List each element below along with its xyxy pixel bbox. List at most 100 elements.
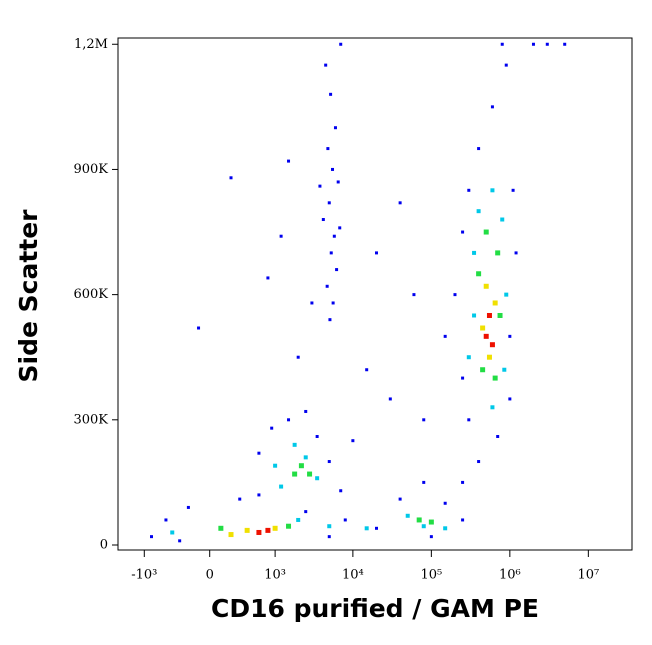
point <box>486 354 492 360</box>
x-tick-label: 10³ <box>264 568 286 583</box>
point <box>490 188 495 193</box>
point <box>304 409 308 413</box>
point <box>150 535 154 539</box>
point <box>315 435 319 439</box>
point <box>492 375 498 381</box>
point <box>461 230 465 234</box>
point <box>489 342 495 348</box>
point <box>329 92 333 96</box>
point <box>477 147 481 151</box>
point <box>467 188 471 192</box>
point <box>321 218 325 222</box>
point <box>265 527 271 533</box>
point <box>327 524 332 529</box>
point <box>545 42 549 46</box>
x-tick-label: 10⁷ <box>577 568 599 583</box>
point <box>443 334 447 338</box>
point <box>257 493 261 497</box>
point <box>343 518 347 522</box>
y-tick-label: 300K <box>73 412 108 427</box>
point <box>508 397 512 401</box>
point <box>238 497 242 501</box>
point <box>364 526 369 531</box>
point <box>453 293 457 297</box>
point <box>272 525 278 531</box>
x-axis-title: CD16 purified / GAM PE <box>211 594 539 623</box>
point <box>490 105 494 109</box>
point <box>398 497 402 501</box>
point <box>495 250 501 256</box>
y-tick-label: 1,2M <box>74 37 108 52</box>
point <box>273 463 278 468</box>
point <box>490 405 495 410</box>
point <box>531 42 535 46</box>
point <box>480 325 486 331</box>
point <box>500 42 504 46</box>
point <box>416 517 422 523</box>
point <box>405 513 410 518</box>
x-tick-label: 10⁴ <box>342 568 364 583</box>
point <box>428 519 434 525</box>
point <box>504 63 508 67</box>
point <box>164 518 168 522</box>
point <box>500 217 505 222</box>
y-tick-label: 0 <box>100 537 108 552</box>
point <box>461 480 465 484</box>
point <box>331 167 335 171</box>
point <box>335 268 339 272</box>
point <box>333 126 337 130</box>
point <box>197 326 201 330</box>
point <box>398 201 402 205</box>
point <box>483 283 489 289</box>
point <box>325 284 329 288</box>
point <box>422 418 426 422</box>
x-tick-label: 0 <box>206 568 214 583</box>
point <box>336 180 340 184</box>
x-tick-label: -10³ <box>131 568 157 583</box>
point <box>228 532 234 538</box>
point <box>483 229 489 235</box>
point <box>279 234 283 238</box>
point <box>477 460 481 464</box>
point <box>480 367 486 373</box>
point <box>324 63 328 67</box>
point <box>467 418 471 422</box>
point <box>492 300 498 306</box>
point <box>310 301 314 305</box>
point <box>287 418 291 422</box>
point <box>229 176 233 180</box>
point <box>504 292 509 297</box>
point <box>443 501 447 505</box>
point <box>472 313 477 318</box>
point <box>508 334 512 338</box>
point <box>563 42 567 46</box>
point <box>327 535 331 539</box>
point <box>511 188 515 192</box>
point <box>304 510 308 514</box>
point <box>279 484 284 489</box>
y-tick-label: 600K <box>73 287 108 302</box>
point <box>339 489 343 493</box>
point <box>326 147 330 151</box>
point <box>266 276 270 280</box>
point <box>256 529 262 535</box>
point <box>388 397 392 401</box>
point <box>292 442 297 447</box>
point <box>303 455 308 460</box>
point <box>338 226 342 230</box>
point <box>476 271 482 277</box>
point <box>270 426 274 430</box>
point <box>412 293 416 297</box>
point <box>307 471 313 477</box>
point <box>327 460 331 464</box>
point <box>514 251 518 255</box>
point <box>422 480 426 484</box>
plot-frame <box>117 37 633 551</box>
point <box>461 518 465 522</box>
point <box>472 250 477 255</box>
point <box>374 251 378 255</box>
point <box>351 439 355 443</box>
point <box>339 42 343 46</box>
y-axis-title: Side Scatter <box>14 209 43 383</box>
